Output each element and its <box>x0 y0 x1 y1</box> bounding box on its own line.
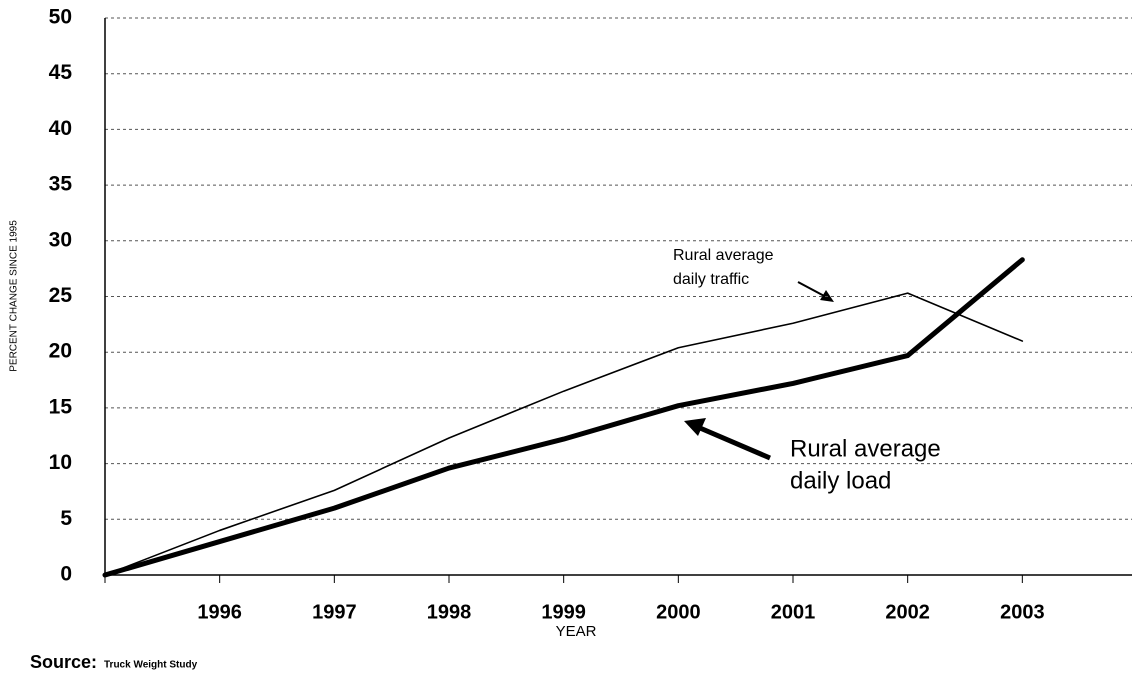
arrow <box>699 425 771 461</box>
y-tick-label: 15 <box>49 395 73 418</box>
annotation: Rural average <box>673 247 774 264</box>
x-tick-label: 2000 <box>656 601 701 623</box>
annotation: Rural average <box>790 435 941 462</box>
y-tick-label: 20 <box>49 340 72 363</box>
x-tick-label: 1996 <box>197 601 242 623</box>
y-tick-label: 25 <box>49 284 73 307</box>
y-tick-label: 0 <box>60 563 72 586</box>
y-tick-label: 50 <box>49 6 72 29</box>
x-tick-label: 1997 <box>312 601 357 623</box>
annotation: daily load <box>790 467 891 494</box>
series-line <box>104 292 1024 576</box>
y-axis-label: PERCENT CHANGE SINCE 1995 <box>9 220 20 372</box>
x-tick-label: 1998 <box>427 601 472 623</box>
y-tick-label: 35 <box>49 173 73 196</box>
x-axis-label: YEAR <box>556 623 597 640</box>
x-tick-label: 1999 <box>541 601 586 623</box>
source: Truck Weight Study <box>104 660 198 671</box>
arrow-head <box>684 418 706 436</box>
x-tick-label: 2001 <box>771 601 816 623</box>
source-label: Source: <box>30 652 97 672</box>
series-line <box>102 257 1025 578</box>
x-tick-label: 2002 <box>885 601 930 623</box>
y-tick-label: 5 <box>60 507 72 530</box>
y-tick-label: 40 <box>49 117 72 140</box>
x-tick-label: 2003 <box>1000 601 1045 623</box>
annotation: daily traffic <box>673 271 749 288</box>
y-tick-label: 30 <box>49 228 72 251</box>
y-tick-label: 10 <box>49 451 72 474</box>
y-tick-label: 45 <box>49 61 73 84</box>
